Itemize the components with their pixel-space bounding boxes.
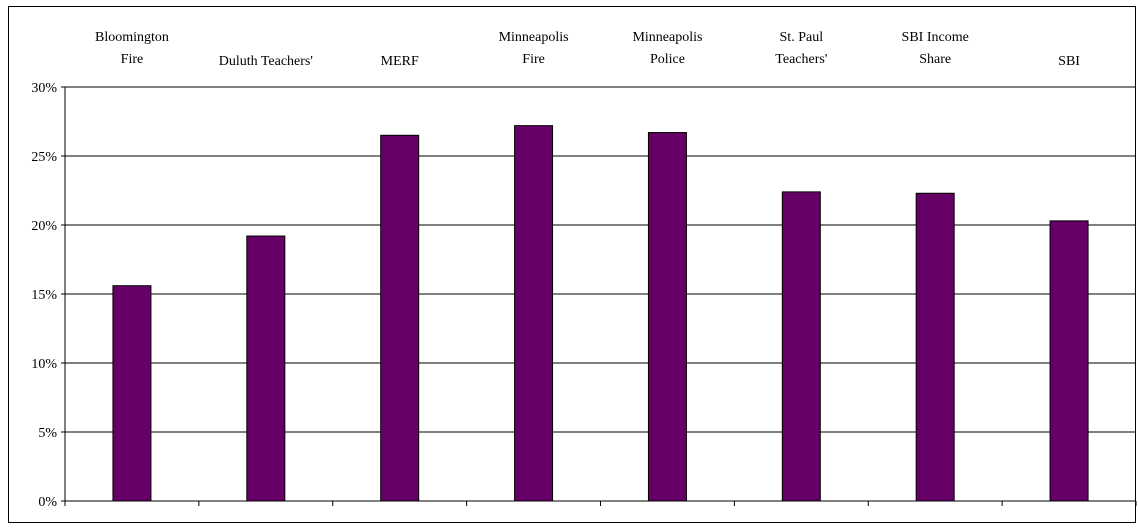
y-tick-label: 5%	[38, 426, 57, 441]
bar	[781, 191, 821, 502]
category-label-line: St. Paul	[780, 30, 824, 45]
category-label-line: Teachers'	[775, 52, 827, 67]
bar	[915, 192, 955, 502]
bars	[112, 125, 1089, 502]
bar	[1049, 220, 1089, 502]
y-tick-label: 20%	[31, 219, 57, 234]
category-label-line: Fire	[522, 52, 545, 67]
category-label: Minneapolis Fire	[499, 30, 569, 67]
category-labels: Bloomington Fire Duluth Teachers' MERF Minne…	[95, 30, 1080, 69]
category-label: SBI	[1058, 54, 1080, 69]
category-label-line: Minneapolis	[632, 30, 702, 45]
y-tick-labels: 0% 5% 10% 15% 20% 25% 30%	[31, 81, 57, 510]
category-label: Duluth Teachers'	[219, 54, 313, 69]
y-tick-label: 30%	[31, 81, 57, 96]
y-tick-label: 15%	[31, 288, 57, 303]
category-label-line: Bloomington	[95, 30, 169, 45]
bar	[246, 235, 286, 502]
y-tick-label: 25%	[31, 150, 57, 165]
category-label-line: MERF	[381, 54, 419, 69]
category-label: Minneapolis Police	[632, 30, 702, 67]
category-label-line: Police	[650, 52, 685, 67]
chart-frame: 0% 5% 10% 15% 20% 25% 30% Bloomington Fire Dulut…	[8, 6, 1137, 523]
y-tick-label: 0%	[38, 495, 57, 510]
bar	[514, 125, 554, 502]
bar	[112, 285, 152, 502]
category-label-line: SBI	[1058, 54, 1080, 69]
category-label: St. Paul Teachers'	[775, 30, 827, 67]
gridlines	[65, 86, 1136, 433]
axes	[61, 86, 1137, 506]
category-label: SBI Income Share	[902, 30, 969, 67]
category-label-line: SBI Income	[902, 30, 969, 45]
category-label: Bloomington Fire	[95, 30, 169, 67]
category-label-line: Minneapolis	[499, 30, 569, 45]
bar	[380, 134, 420, 502]
bar-chart: 0% 5% 10% 15% 20% 25% 30% Bloomington Fire Dulut…	[31, 30, 1137, 510]
y-tick-label: 10%	[31, 357, 57, 372]
category-label-line: Share	[919, 52, 951, 67]
category-label-line: Duluth Teachers'	[219, 54, 313, 69]
bar	[647, 132, 687, 502]
category-label-line: Fire	[121, 52, 144, 67]
category-label: MERF	[381, 54, 419, 69]
